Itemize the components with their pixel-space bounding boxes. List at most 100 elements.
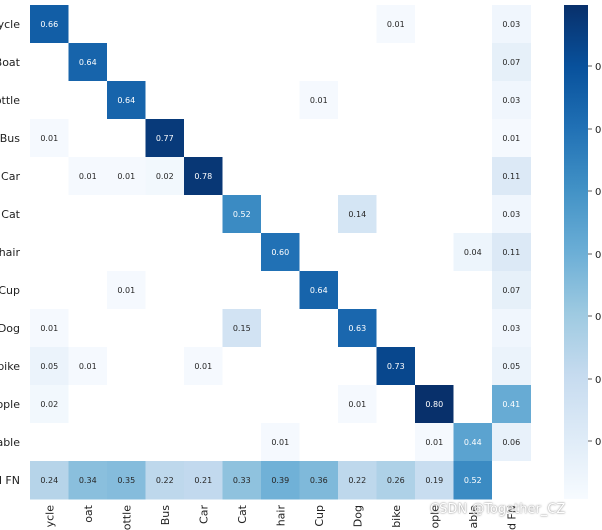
- heatmap-cell-empty: [30, 195, 69, 234]
- heatmap-cell-empty: [107, 347, 146, 386]
- cell-value-label: 0.03: [502, 324, 520, 333]
- row-label: d FN: [0, 474, 20, 487]
- heatmap-cell-empty: [145, 271, 185, 310]
- heatmap-cell-empty: [453, 309, 493, 348]
- heatmap-cell-empty: [68, 233, 108, 272]
- heatmap-cell-empty: [68, 119, 108, 158]
- heatmap-cell-empty: [415, 195, 454, 234]
- heatmap-cell-empty: [415, 309, 454, 348]
- heatmap-cell: [492, 157, 531, 196]
- heatmap-cell-empty: [222, 233, 262, 272]
- heatmap-cell-empty: [261, 195, 300, 234]
- heatmap-cell-empty: [68, 195, 108, 234]
- cell-value-label: 0.64: [117, 96, 135, 105]
- cell-value-label: 0.14: [348, 210, 366, 219]
- heatmap-cell-empty: [338, 43, 377, 82]
- cell-value-label: 0.34: [79, 476, 97, 485]
- heatmap-cell: [30, 385, 69, 424]
- row-label: Car: [1, 170, 20, 183]
- cell-value-label: 0.02: [156, 172, 174, 181]
- cell-value-label: 0.64: [79, 58, 97, 67]
- heatmap-cell-empty: [453, 119, 493, 158]
- heatmap-cell-empty: [338, 347, 377, 386]
- cell-value-label: 0.63: [348, 324, 366, 333]
- colorbar-gradient: [564, 5, 588, 499]
- column-label: Dog: [351, 505, 364, 527]
- heatmap-cell: [492, 233, 531, 272]
- heatmap-cell-empty: [107, 5, 146, 44]
- column-label: hair: [274, 505, 287, 527]
- heatmap-cell-empty: [30, 43, 69, 82]
- heatmap-cell: [30, 309, 69, 348]
- heatmap-cells: 0.66 0.01 0.03 0.64 0.07 0.64 0.01 0.03 0.01 0.77…: [30, 5, 531, 500]
- row-labels: ycle Boat ottle Bus Car Cat hair Cup Dog bike ople…: [0, 18, 21, 487]
- heatmap-cell-empty: [30, 233, 69, 272]
- cell-value-label: 0.03: [502, 210, 520, 219]
- heatmap-cell-empty: [68, 271, 108, 310]
- cell-value-label: 0.22: [156, 476, 174, 485]
- heatmap-cell-empty: [261, 119, 300, 158]
- heatmap-cell-empty: [68, 81, 108, 120]
- heatmap-cell-empty: [299, 157, 339, 196]
- heatmap-cell: [222, 461, 262, 500]
- colorbar-ticks: 0 0 0 0 0 0 0: [588, 62, 601, 448]
- heatmap-cell-empty: [338, 5, 377, 44]
- heatmap-cell-empty: [222, 385, 262, 424]
- cell-value-label: 0.01: [117, 286, 135, 295]
- heatmap-cell: [184, 157, 223, 196]
- column-label: oat: [82, 504, 95, 522]
- cell-value-label: 0.78: [194, 172, 212, 181]
- heatmap-cell-empty: [145, 385, 185, 424]
- heatmap-cell-empty: [453, 5, 493, 44]
- heatmap-cell: [68, 43, 108, 82]
- heatmap-cell: [338, 309, 377, 348]
- heatmap-cell-empty: [376, 423, 416, 462]
- row-label: able: [0, 436, 20, 449]
- heatmap-cell: [492, 195, 531, 234]
- heatmap-cell: [492, 423, 531, 462]
- heatmap-cell: [107, 271, 146, 310]
- heatmap-cell: [30, 119, 69, 158]
- heatmap-cell-empty: [145, 81, 185, 120]
- heatmap-cell-empty: [30, 423, 69, 462]
- colorbar: 0 0 0 0 0 0 0: [564, 5, 601, 499]
- cell-value-label: 0.77: [156, 134, 174, 143]
- column-label: Bus: [159, 505, 172, 526]
- column-labels: ycle oat ottle Bus Car Cat hair Cup Dog bike ople a…: [43, 504, 518, 530]
- heatmap-cell: [261, 461, 300, 500]
- heatmap-cell-empty: [261, 347, 300, 386]
- row-label: Cup: [0, 284, 20, 297]
- cell-value-label: 0.41: [502, 400, 520, 409]
- heatmap-cell: [68, 157, 108, 196]
- heatmap-cell-empty: [145, 309, 185, 348]
- heatmap-cell-empty: [299, 119, 339, 158]
- column-label: Cat: [236, 504, 249, 523]
- heatmap-cell: [453, 423, 493, 462]
- cell-value-label: 0.05: [40, 362, 58, 371]
- cell-value-label: 0.36: [310, 476, 328, 485]
- cell-value-label: 0.02: [40, 400, 58, 409]
- heatmap-cell-empty: [145, 195, 185, 234]
- cell-value-label: 0.24: [40, 476, 58, 485]
- heatmap-cell: [492, 5, 531, 44]
- cell-value-label: 0.07: [502, 58, 520, 67]
- heatmap-cell: [222, 309, 262, 348]
- heatmap-cell-empty: [68, 309, 108, 348]
- cell-value-label: 0.03: [502, 20, 520, 29]
- heatmap-cell-empty: [415, 43, 454, 82]
- heatmap-cell: [261, 423, 300, 462]
- cell-value-label: 0.01: [194, 362, 212, 371]
- heatmap-cell-empty: [222, 5, 262, 44]
- heatmap-cell-empty: [415, 157, 454, 196]
- heatmap-cell-empty: [299, 309, 339, 348]
- heatmap-cell: [261, 233, 300, 272]
- heatmap-cell-empty: [415, 119, 454, 158]
- heatmap-cell-empty: [415, 271, 454, 310]
- heatmap-cell-empty: [184, 81, 223, 120]
- cell-value-label: 0.39: [271, 476, 289, 485]
- heatmap-cell-empty: [107, 233, 146, 272]
- heatmap-cell: [453, 233, 493, 272]
- heatmap-cell-empty: [107, 309, 146, 348]
- heatmap-cell: [338, 195, 377, 234]
- colorbar-tick-label: 0: [595, 312, 601, 323]
